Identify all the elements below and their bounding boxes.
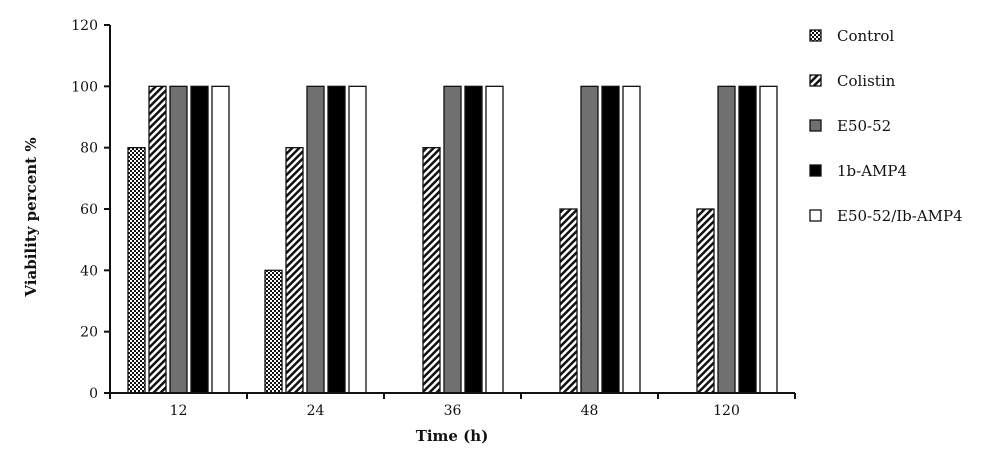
- bar-1b-amp4-36: [464, 85, 483, 394]
- y-tick-label: 100: [71, 79, 98, 95]
- x-tick-label-12: 12: [170, 403, 188, 419]
- legend-label: Control: [837, 27, 894, 45]
- legend-swatch: [809, 119, 822, 132]
- bar-e50-52-36: [443, 85, 462, 394]
- legend-item-1b-amp4: 1b-AMP4: [809, 162, 907, 180]
- y-tick-label: 40: [80, 263, 98, 279]
- legend-label: E50-52: [837, 117, 891, 135]
- y-tick-label: 120: [71, 18, 98, 34]
- x-tick-label-48: 48: [581, 403, 599, 419]
- legend-swatch: [809, 29, 822, 42]
- y-tick-label: 60: [80, 202, 98, 218]
- bar-e50-52-48: [580, 85, 599, 394]
- legend-label: E50-52/Ib-AMP4: [837, 207, 963, 225]
- legend-item-colistin: Colistin: [809, 72, 896, 90]
- bar-colistin-48: [559, 208, 578, 394]
- bars-layer: [127, 85, 778, 394]
- bar-e50-52-12: [169, 85, 188, 394]
- bar-e50-52-24: [306, 85, 325, 394]
- y-tick-label: 0: [89, 386, 98, 402]
- legend-swatch: [809, 164, 822, 177]
- axes-layer: 0 20 40 60 80 100 120 12 24 36 48 120: [71, 18, 796, 419]
- bar-1b-amp4-24: [327, 85, 346, 394]
- bar-e50-52-ib-amp4-36: [485, 85, 504, 394]
- legend-swatch: [809, 74, 822, 87]
- bar-1b-amp4-48: [601, 85, 620, 394]
- bar-e50-52-ib-amp4-48: [622, 85, 641, 394]
- x-tick-label-36: 36: [444, 403, 462, 419]
- bar-1b-amp4-12: [190, 85, 209, 394]
- bar-1b-amp4-120: [738, 85, 757, 394]
- bar-e50-52-ib-amp4-12: [211, 85, 230, 394]
- bar-colistin-12: [148, 85, 167, 394]
- x-tick-label-120: 120: [713, 403, 740, 419]
- legend: Control Colistin E50-52 1b-AMP4 E50-52/Ib-AM…: [809, 27, 963, 225]
- x-tick-label-24: 24: [307, 403, 325, 419]
- bar-e50-52-ib-amp4-120: [759, 85, 778, 394]
- y-tick-label: 80: [80, 141, 98, 157]
- legend-swatch: [809, 209, 822, 222]
- y-tick-label: 20: [80, 325, 98, 341]
- bar-control-24: [264, 269, 283, 394]
- legend-label: 1b-AMP4: [837, 162, 907, 180]
- bar-control-12: [127, 147, 146, 394]
- bar-colistin-24: [285, 147, 304, 394]
- y-axis-title: Viability percent %: [22, 137, 40, 297]
- x-axis-title: Time (h): [416, 427, 489, 445]
- bar-e50-52-ib-amp4-24: [348, 85, 367, 394]
- legend-item-e50-52: E50-52: [809, 117, 891, 135]
- bar-e50-52-120: [717, 85, 736, 394]
- bar-colistin-120: [696, 208, 715, 394]
- legend-item-e50-52-ib-amp4: E50-52/Ib-AMP4: [809, 207, 963, 225]
- bar-colistin-36: [422, 147, 441, 394]
- legend-label: Colistin: [837, 72, 896, 90]
- legend-item-control: Control: [809, 27, 894, 45]
